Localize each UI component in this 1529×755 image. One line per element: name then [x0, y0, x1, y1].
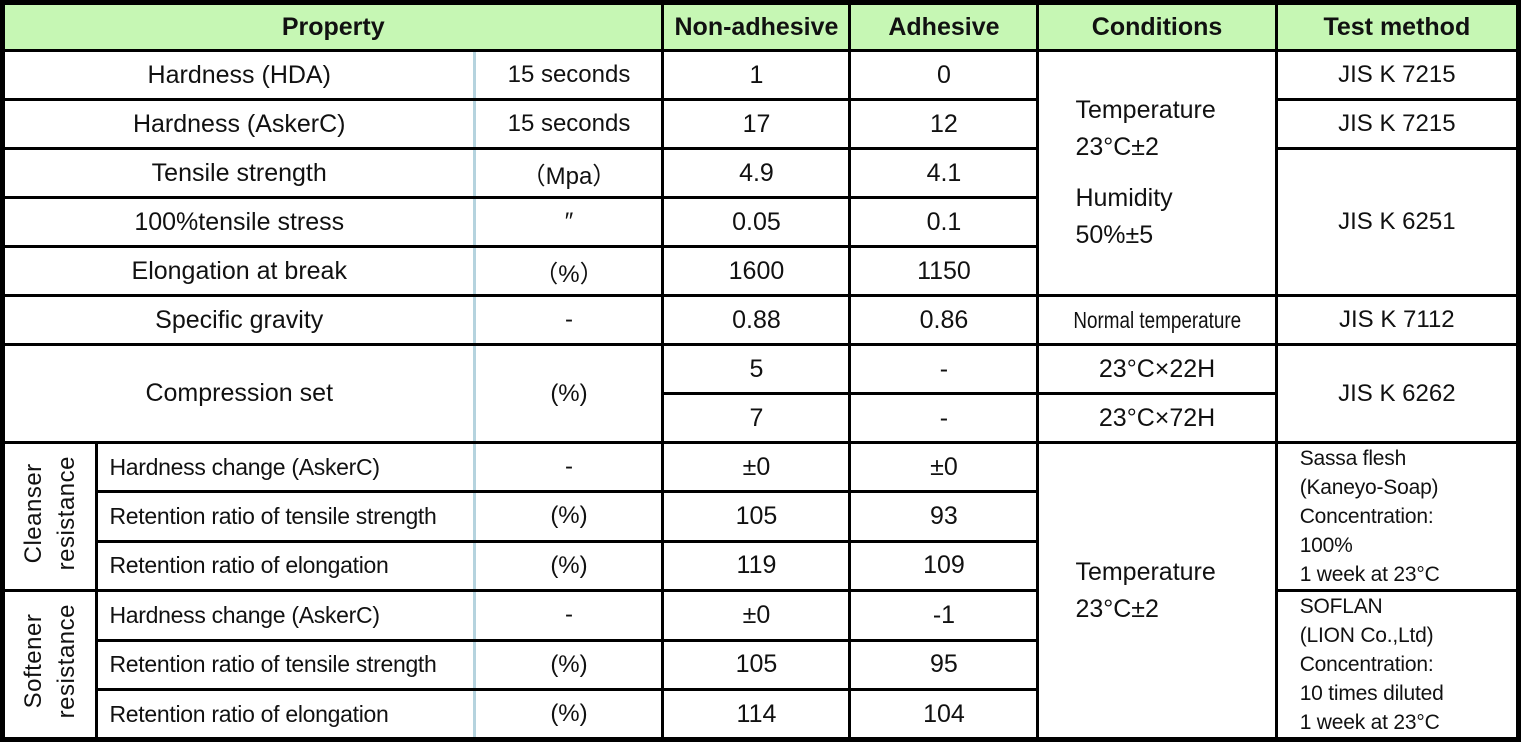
- cell-tensile-stress-adhesive: 0.1: [848, 196, 1040, 248]
- cell-elongation-adhesive: 1150: [848, 245, 1040, 297]
- cell-softener-hardness-change-non-adhesive: ±0: [661, 589, 852, 642]
- cell-softener-retention-elongation-adhesive: 104: [848, 688, 1040, 741]
- material-properties-table: Property Non-adhesive Adhesive Condition…: [0, 0, 1521, 742]
- cell-specific-gravity-label: Specific gravity: [0, 294, 477, 346]
- cell-hardness-askerc-label: Hardness (AskerC): [0, 98, 477, 150]
- cell-compression-set-1-conditions: 23°C×22H: [1036, 343, 1278, 395]
- cell-cleanser-hardness-change-non-adhesive: ±0: [661, 440, 852, 494]
- table-row: Cleanser resistance Hardness change (Ask…: [0, 440, 1521, 741]
- cell-cleanser-retention-tensile-adhesive: 93: [848, 490, 1040, 543]
- cell-compression-set-2-conditions: 23°C×72H: [1036, 392, 1278, 444]
- cell-cleanser-test-method: Sassa flesh (Kaneyo-Soap) Concentration:…: [1274, 441, 1521, 592]
- cell-specific-gravity-test-method: JIS K 7112: [1274, 294, 1521, 346]
- header-conditions: Conditions: [1036, 1, 1278, 52]
- cell-tensile-stress-unit: ″: [473, 196, 665, 248]
- cell-cleanser-hardness-change-label: Hardness change (AskerC): [95, 440, 477, 494]
- cell-cleanser-retention-elongation-adhesive: 109: [848, 539, 1040, 593]
- cell-cleanser-hardness-change-unit: -: [473, 440, 665, 494]
- cell-specific-gravity-non-adhesive: 0.88: [661, 294, 852, 346]
- table-row: 7 - 23°C×72H: [3, 392, 1519, 444]
- cell-conditions-bottom: Temperature 23°C±2: [1036, 441, 1278, 741]
- cell-hardness-hda-non-adhesive: 1: [661, 49, 852, 101]
- cell-compression-set-label: Compression set: [0, 343, 477, 444]
- cell-elongation-unit: （%）: [473, 245, 665, 297]
- table-row: Tensile strength （Mpa） 4.9 4.1 JIS K 625…: [0, 147, 1521, 297]
- header-test-method: Test method: [1274, 1, 1521, 52]
- cell-specific-gravity-conditions: Normal temperature: [1036, 294, 1278, 346]
- cell-tensile-strength-label: Tensile strength: [0, 147, 477, 199]
- cell-hardness-hda-test-method: JIS K 7215: [1274, 49, 1521, 101]
- cell-softener-resistance-group: Softener resistance: [0, 589, 99, 741]
- cell-compression-set-2-non-adhesive: 7: [661, 392, 852, 444]
- cell-softener-retention-tensile-adhesive: 95: [848, 638, 1040, 692]
- cell-cleanser-retention-tensile-unit: (%): [473, 490, 665, 543]
- conditions-humidity: Humidity 50%±5: [1075, 184, 1173, 249]
- table-row: Softener resistance Hardness change (Ask…: [0, 589, 1521, 741]
- cleanser-resistance-vertical-label: Cleanser resistance: [20, 455, 81, 571]
- softener-resistance-vertical-label: Softener resistance: [20, 603, 81, 719]
- cell-softener-retention-tensile-non-adhesive: 105: [661, 638, 852, 692]
- header-non-adhesive: Non-adhesive: [661, 1, 852, 52]
- conditions-bottom-text: Temperature 23°C±2: [1075, 557, 1216, 623]
- table-row: Elongation at break （%） 1600 1150: [0, 245, 1519, 297]
- cell-cleanser-hardness-change-adhesive: ±0: [848, 440, 1040, 494]
- cell-cleanser-retention-tensile-non-adhesive: 105: [661, 490, 852, 543]
- table-row: 100%tensile stress ″ 0.05 0.1: [0, 196, 1519, 248]
- cell-compression-set-1-non-adhesive: 5: [661, 343, 852, 395]
- cell-cleanser-retention-tensile-label: Retention ratio of tensile strength: [95, 490, 477, 543]
- cell-hardness-askerc-non-adhesive: 17: [661, 98, 852, 150]
- cell-softener-retention-elongation-label: Retention ratio of elongation: [95, 688, 477, 741]
- cell-tensile-strength-non-adhesive: 4.9: [661, 147, 852, 199]
- cell-tensile-group-test-method: JIS K 6251: [1274, 147, 1521, 297]
- cell-hardness-hda-adhesive: 0: [848, 49, 1040, 101]
- cell-tensile-strength-unit: （Mpa）: [473, 147, 665, 199]
- cell-compression-set-2-adhesive: -: [848, 392, 1040, 444]
- cell-softener-test-method: SOFLAN (LION Co.,Ltd) Concentration: 10 …: [1274, 589, 1521, 741]
- table-row: Retention ratio of elongation (%) 119 10…: [3, 539, 1519, 593]
- table-row: Hardness (HDA) 15 seconds 1 0 Temperatur…: [0, 49, 1521, 297]
- cell-cleanser-retention-elongation-unit: (%): [473, 539, 665, 593]
- cell-hardness-askerc-unit: 15 seconds: [473, 98, 665, 150]
- cell-softener-retention-tensile-label: Retention ratio of tensile strength: [95, 638, 477, 692]
- cell-hardness-askerc-test-method: JIS K 7215: [1274, 98, 1521, 150]
- cell-cleanser-resistance-group: Cleanser resistance: [0, 441, 99, 592]
- cell-compression-set-test-method: JIS K 6262: [1274, 343, 1521, 444]
- cell-tensile-strength-adhesive: 4.1: [848, 147, 1040, 199]
- cell-elongation-non-adhesive: 1600: [661, 245, 852, 297]
- cell-conditions-top: Temperature 23°C±2 Humidity 50%±5: [1036, 49, 1278, 297]
- cell-compression-set-unit: (%): [473, 343, 665, 444]
- table-row: Compression set (%) 5 - 23°C×22H JIS K 6…: [0, 343, 1521, 444]
- normal-temperature-text: Normal temperature: [1073, 306, 1241, 333]
- cell-tensile-stress-non-adhesive: 0.05: [661, 196, 852, 248]
- cell-softener-hardness-change-adhesive: -1: [848, 589, 1040, 642]
- cell-specific-gravity-unit: -: [473, 294, 665, 346]
- cell-compression-set-1-adhesive: -: [848, 343, 1040, 395]
- cell-softener-hardness-change-unit: -: [473, 589, 665, 642]
- table-row: Specific gravity - 0.88 0.86 Normal temp…: [0, 294, 1521, 346]
- table-row: Retention ratio of tensile strength (%) …: [3, 638, 1519, 692]
- cell-tensile-stress-label: 100%tensile stress: [0, 196, 477, 248]
- table-row: Hardness (AskerC) 15 seconds 17 12 JIS K…: [0, 98, 1521, 150]
- cell-hardness-hda-unit: 15 seconds: [473, 49, 665, 101]
- conditions-temperature: Temperature 23°C±2: [1075, 96, 1216, 161]
- cell-softener-retention-elongation-unit: (%): [473, 688, 665, 741]
- cleanser-test-method-text: Sassa flesh (Kaneyo-Soap) Concentration:…: [1299, 447, 1440, 586]
- cell-softener-retention-tensile-unit: (%): [473, 638, 665, 692]
- cell-cleanser-retention-elongation-non-adhesive: 119: [661, 539, 852, 593]
- cell-softener-retention-elongation-non-adhesive: 114: [661, 688, 852, 741]
- table-header-row: Property Non-adhesive Adhesive Condition…: [0, 1, 1521, 52]
- cell-hardness-askerc-adhesive: 12: [848, 98, 1040, 150]
- table-row: Retention ratio of tensile strength (%) …: [3, 490, 1519, 543]
- cell-specific-gravity-adhesive: 0.86: [848, 294, 1040, 346]
- cell-elongation-label: Elongation at break: [0, 245, 477, 297]
- cell-hardness-hda-label: Hardness (HDA): [0, 49, 477, 101]
- cell-softener-hardness-change-label: Hardness change (AskerC): [95, 589, 477, 642]
- softener-test-method-text: SOFLAN (LION Co.,Ltd) Concentration: 10 …: [1299, 595, 1444, 734]
- table-row: Retention ratio of elongation (%) 114 10…: [3, 688, 1519, 741]
- cell-cleanser-retention-elongation-label: Retention ratio of elongation: [95, 539, 477, 593]
- header-adhesive: Adhesive: [848, 1, 1040, 52]
- header-property: Property: [0, 1, 665, 52]
